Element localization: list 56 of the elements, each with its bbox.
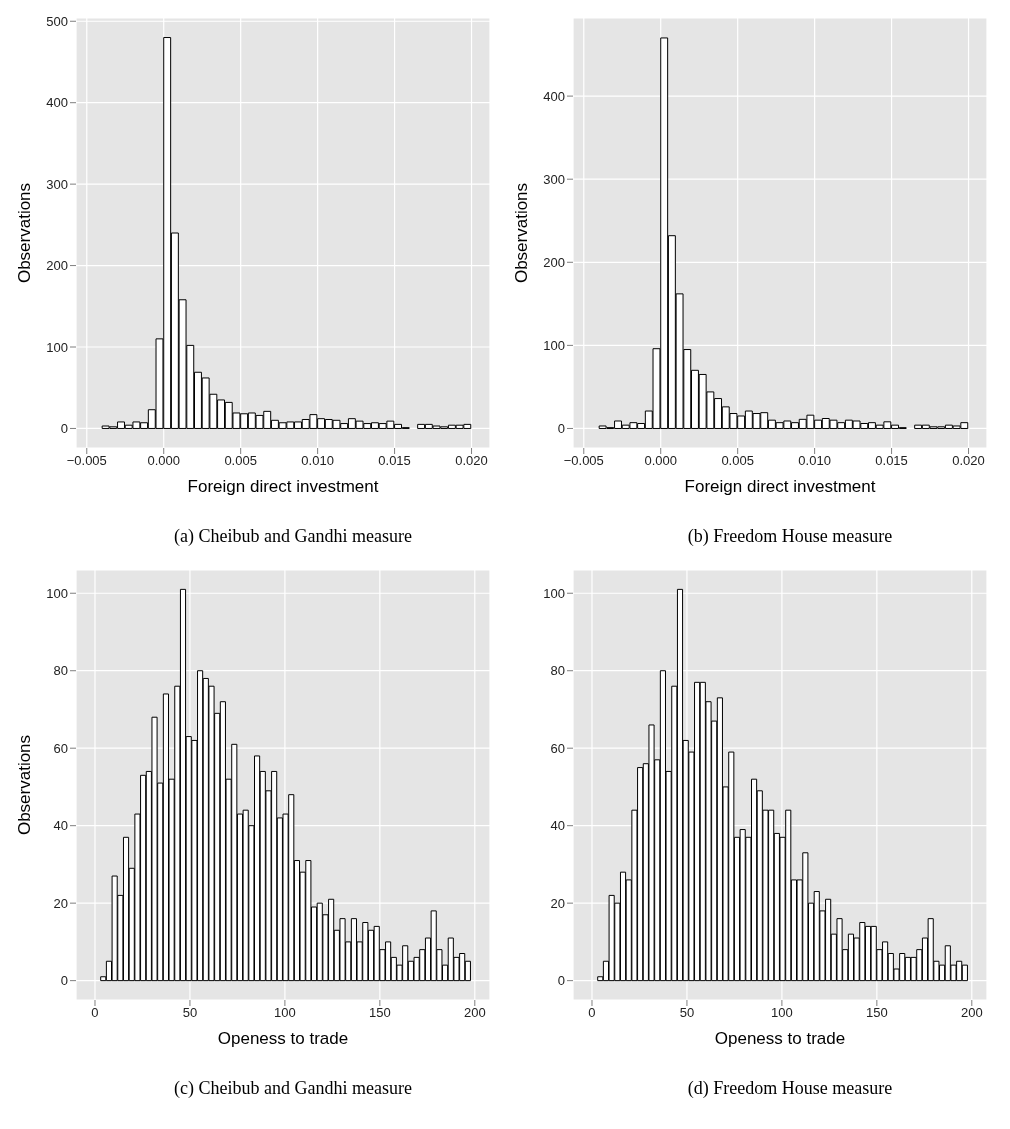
y-tick-label: 400 <box>46 95 68 111</box>
x-tick-label: 0.000 <box>147 453 180 469</box>
x-tick-label: 0.000 <box>644 453 677 469</box>
y-tick-label: 400 <box>543 88 565 104</box>
x-tick-label: −0.005 <box>66 453 107 469</box>
x-axis-title: Foreign direct investment <box>187 477 379 496</box>
y-tick-label: 300 <box>46 176 68 192</box>
x-tick-label: 0 <box>91 1005 99 1021</box>
x-tick-label: 200 <box>960 1005 983 1021</box>
x-tick-label: 0.010 <box>301 453 334 469</box>
y-tick-label: 0 <box>557 421 565 437</box>
y-tick-label: 100 <box>46 585 68 601</box>
text: (d) Freedom House measure <box>686 1078 894 1099</box>
y-tick-label: 80 <box>53 663 68 679</box>
x-tick-label: 0.020 <box>952 453 985 469</box>
y-axis-title: Observations <box>512 182 532 284</box>
x-axis-title: Openess to trade <box>217 1029 349 1048</box>
x-axis-title: Openess to trade <box>714 1029 846 1048</box>
x-tick-label: 0.005 <box>224 453 257 469</box>
x-tick-label: 0.015 <box>875 453 908 469</box>
y-tick-label: 100 <box>543 338 565 353</box>
x-tick-label: 50 <box>679 1005 695 1021</box>
y-tick-label: 200 <box>46 258 68 274</box>
y-tick-label: 80 <box>550 663 565 679</box>
y-tick-label: 60 <box>53 740 68 756</box>
x-tick-label: 50 <box>182 1005 198 1021</box>
y-tick-label: 100 <box>46 339 68 355</box>
x-tick-label: 0.005 <box>721 453 754 469</box>
y-tick-label: 0 <box>557 973 565 989</box>
y-axis-title: Observations <box>15 182 35 284</box>
x-tick-label: 200 <box>463 1005 486 1021</box>
y-tick-label: 40 <box>53 818 68 834</box>
y-tick-label: 0 <box>60 973 68 989</box>
x-tick-label: −0.005 <box>563 453 604 469</box>
text: (a) Cheibub and Gandhi measure <box>173 526 413 547</box>
y-tick-label: 200 <box>543 254 565 270</box>
x-tick-label: 0 <box>588 1005 596 1021</box>
y-tick-label: 20 <box>53 895 68 911</box>
y-tick-label: 20 <box>550 895 565 911</box>
x-tick-label: 0.010 <box>798 453 831 469</box>
x-tick-label: 150 <box>369 1005 391 1021</box>
x-tick-label: 150 <box>866 1005 888 1021</box>
x-tick-label: 0.015 <box>378 453 411 469</box>
x-tick-label: 0.020 <box>455 453 488 469</box>
y-tick-label: 500 <box>46 13 68 29</box>
text: (b) Freedom House measure <box>686 526 894 547</box>
y-axis-title: Observations <box>15 734 35 836</box>
y-tick-label: 300 <box>543 171 565 187</box>
y-tick-label: 100 <box>543 585 565 601</box>
x-tick-label: 100 <box>771 1005 793 1021</box>
y-tick-label: 40 <box>550 818 565 834</box>
x-tick-label: 100 <box>274 1005 296 1021</box>
x-axis-title: Foreign direct investment <box>684 477 876 496</box>
y-tick-label: 0 <box>60 421 68 437</box>
text: (c) Cheibub and Gandhi measure <box>173 1078 413 1099</box>
y-tick-label: 60 <box>550 740 565 756</box>
